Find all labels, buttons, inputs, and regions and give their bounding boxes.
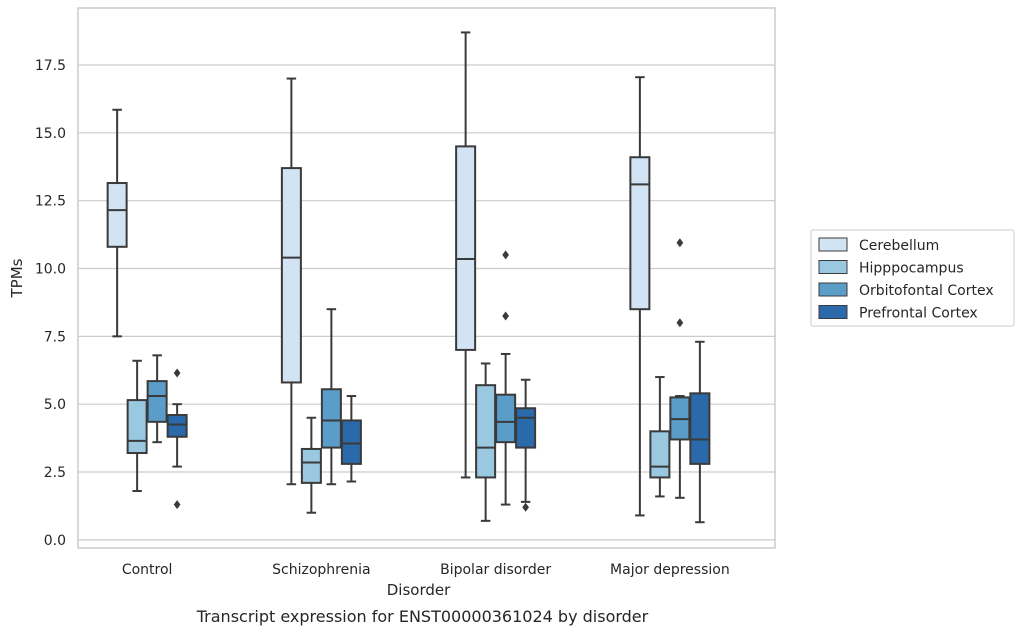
legend: Cerebellum Hipppocampus Orbitofontal Corte… xyxy=(810,229,1015,327)
x-axis-ticks: Control Schizophrenia Bipolar disorder Majo… xyxy=(122,562,730,578)
box-body xyxy=(280,167,302,384)
box-cerebellum xyxy=(106,108,128,338)
box-body xyxy=(495,393,517,444)
box-body xyxy=(475,384,497,479)
box-body xyxy=(455,145,477,351)
outlier-point xyxy=(502,250,509,260)
box-orbitofontal-cortex xyxy=(495,250,517,506)
x-tick-label: Schizophrenia xyxy=(272,562,370,578)
legend-label: Cerebellum xyxy=(859,238,939,254)
y-tick-label: 12.5 xyxy=(35,194,66,210)
y-axis-title: TPMs xyxy=(8,258,26,298)
legend-swatch xyxy=(818,282,848,297)
y-tick-label: 7.5 xyxy=(44,329,66,345)
x-tick-label: Major depression xyxy=(610,562,730,578)
box-orbitofontal-cortex xyxy=(669,238,691,499)
box-cerebellum xyxy=(455,31,477,479)
box-body xyxy=(515,407,537,449)
x-tick-label: Control xyxy=(122,562,173,578)
x-axis-title: Disorder xyxy=(387,581,451,599)
box-orbitofontal-cortex xyxy=(320,308,342,486)
legend-swatch xyxy=(818,305,848,319)
outlier-point xyxy=(173,500,181,510)
y-axis-ticks: 0.0 2.5 5.0 7.5 10.0 12.5 15.0 17.5 xyxy=(35,58,66,549)
legend-frame xyxy=(810,229,1015,327)
y-tick-label: 10.0 xyxy=(35,262,66,278)
x-tick-label: Bipolar disorder xyxy=(440,562,551,578)
outlier-point xyxy=(522,502,529,512)
y-tick-label: 5.0 xyxy=(44,397,66,413)
box-prefrontal-cortex xyxy=(515,378,537,512)
box-body xyxy=(649,430,671,479)
legend-label: Prefrontal Cortex xyxy=(859,306,978,322)
y-tick-label: 0.0 xyxy=(44,533,66,549)
box-body xyxy=(166,414,188,438)
box-prefrontal-cortex xyxy=(689,340,711,524)
plot-area-frame xyxy=(77,7,776,549)
y-tick-label: 17.5 xyxy=(35,58,66,74)
box-body xyxy=(146,380,168,423)
chart-caption: Transcript expression for ENST0000036102… xyxy=(196,607,649,626)
legend-label: Hipppocampus xyxy=(859,261,964,277)
legend-label: Orbitofontal Cortex xyxy=(859,283,994,299)
y-tick-label: 15.0 xyxy=(35,126,66,142)
box-body xyxy=(300,447,322,484)
box-orbitofontal-cortex xyxy=(146,354,168,444)
y-tick-label: 2.5 xyxy=(44,465,66,481)
outlier-point xyxy=(676,238,684,248)
box-hipppocampus xyxy=(649,376,671,498)
box-body xyxy=(320,388,342,449)
box-body xyxy=(126,399,148,455)
legend-swatch xyxy=(818,260,848,274)
box-body xyxy=(340,419,362,465)
box-cerebellum xyxy=(629,76,651,517)
gridlines xyxy=(78,64,775,541)
box-plot-series xyxy=(106,31,711,524)
box-cerebellum xyxy=(280,77,302,486)
legend-swatch xyxy=(818,237,848,252)
box-prefrontal-cortex xyxy=(166,368,188,510)
box-body xyxy=(689,392,711,465)
outlier-point xyxy=(502,311,509,321)
box-body xyxy=(106,182,128,248)
box-hipppocampus xyxy=(475,362,497,522)
box-hipppocampus xyxy=(300,416,322,514)
outlier-point xyxy=(173,368,181,378)
box-body xyxy=(629,156,651,311)
box-prefrontal-cortex xyxy=(340,395,362,483)
box-hipppocampus xyxy=(126,359,148,493)
outlier-point xyxy=(676,318,684,328)
